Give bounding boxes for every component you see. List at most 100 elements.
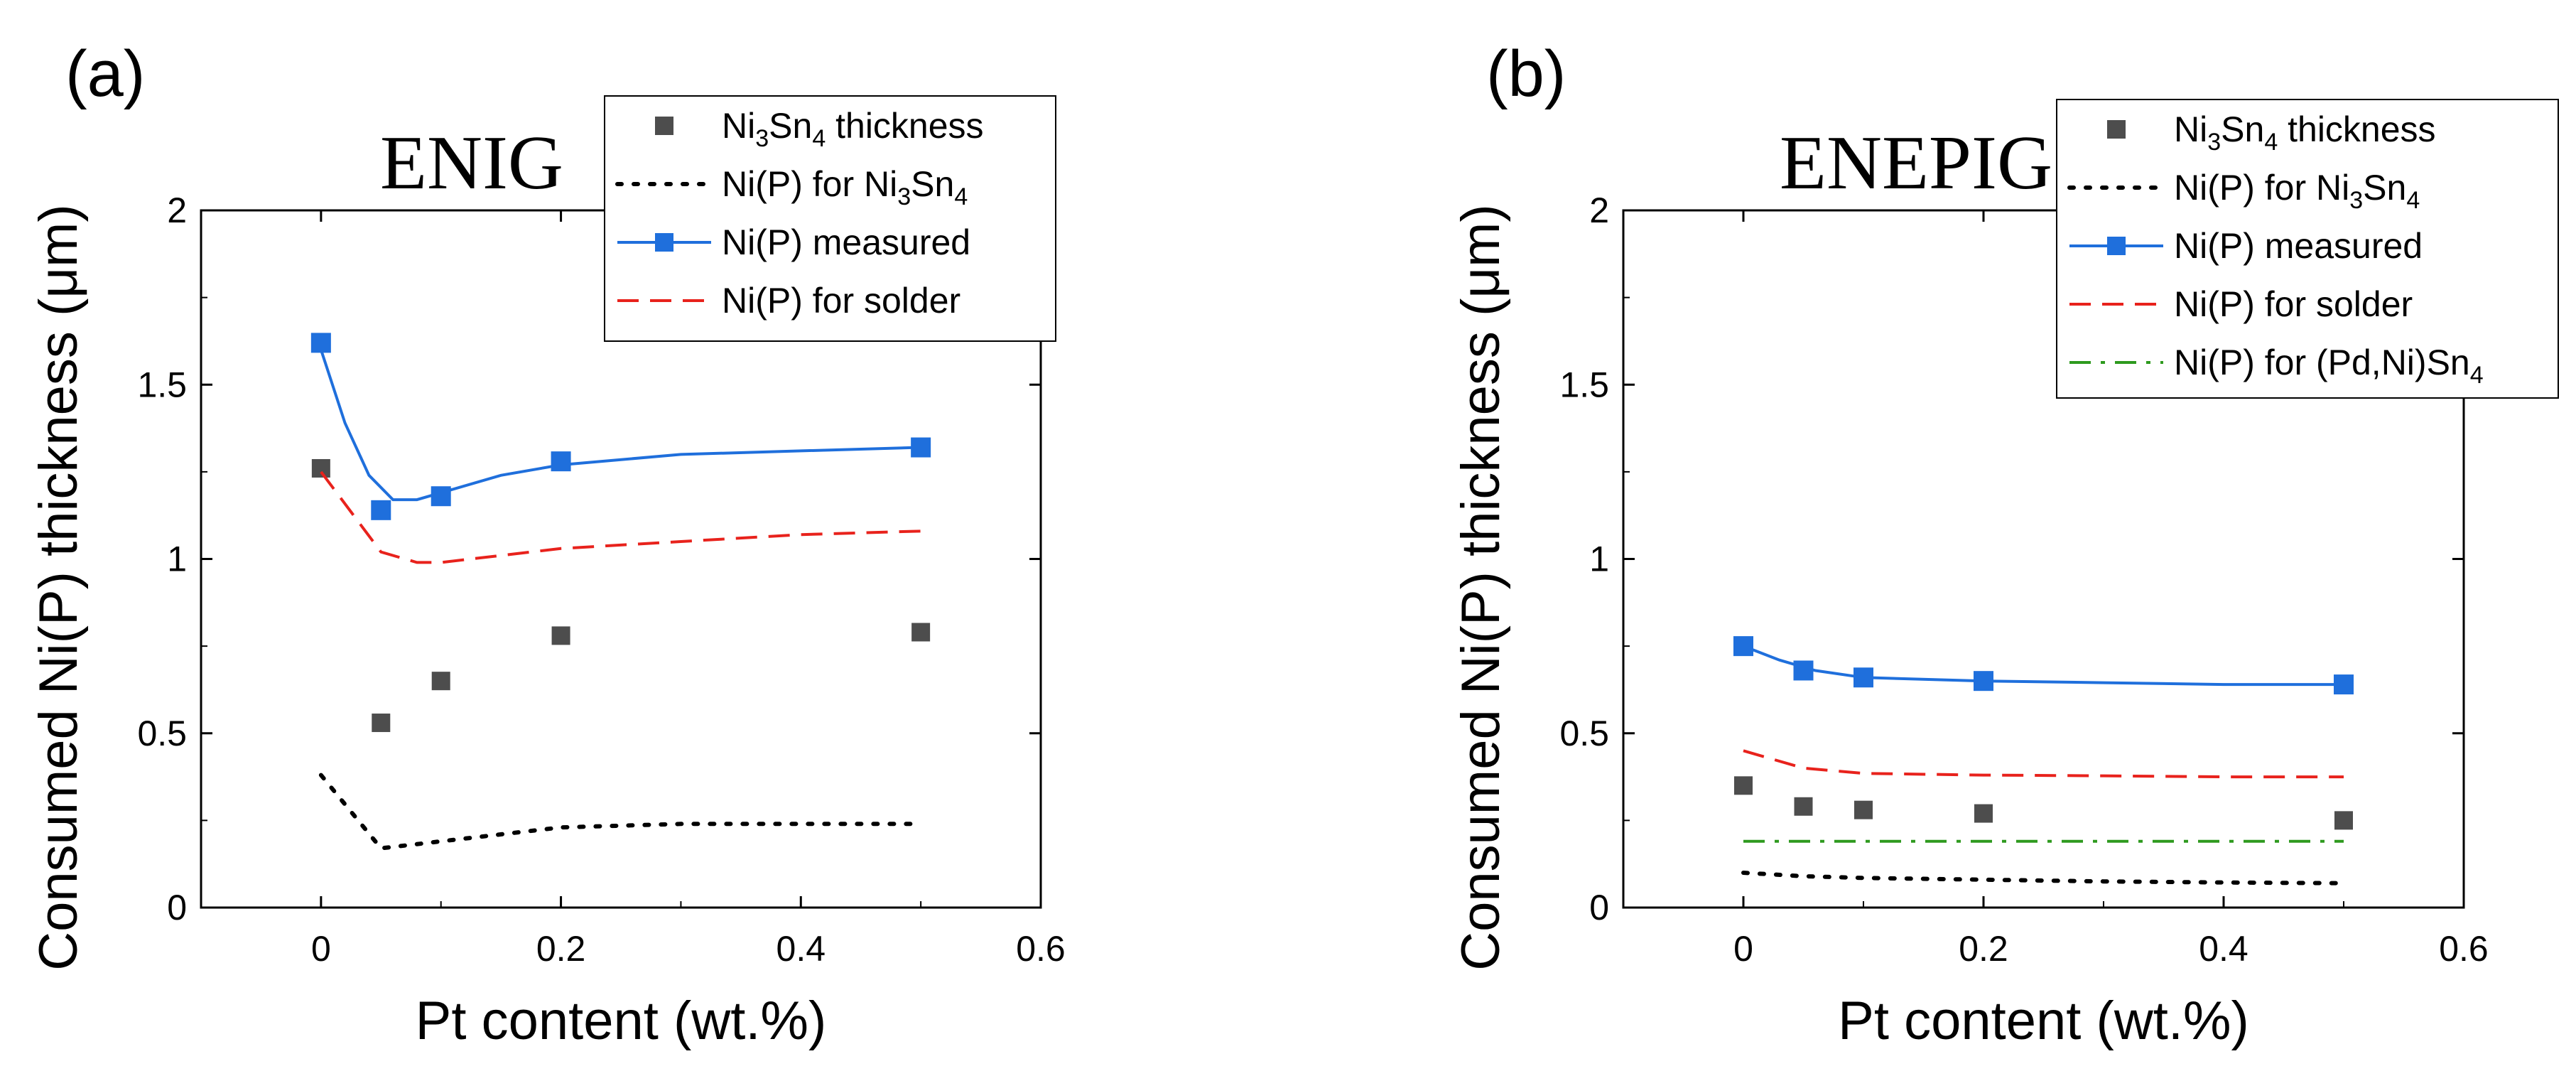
series-nip-solder	[1743, 749, 2344, 779]
legend-label-main: Ni(P) for Ni	[2174, 168, 2349, 208]
data-point	[1734, 776, 1753, 795]
series-ni3sn4	[1734, 776, 2353, 830]
legend-label-subscript: 3	[755, 125, 769, 152]
y-tick-label: 1	[1589, 539, 1609, 579]
legend-swatch	[655, 117, 673, 135]
x-tick-label: 0.2	[536, 929, 586, 969]
legend-label-subscript: 4	[2470, 362, 2484, 389]
legend-label-subscript: 4	[2264, 129, 2278, 156]
x-tick-label: 0	[311, 929, 331, 969]
legend-label-subscript: 3	[2349, 187, 2363, 214]
series-nip-ni3sn4	[318, 773, 924, 851]
data-point	[431, 486, 451, 507]
y-tick-label: 0	[167, 888, 187, 927]
data-point	[1854, 800, 1873, 819]
y-axis-title: Consumed Ni(P) thickness (μm)	[28, 204, 89, 970]
legend-item: Ni(P) for Ni3Sn4	[2067, 168, 2420, 214]
chart-panel-b: (b) ENEPIG 0 0.2 0.4 0.6 0 0.5 1 1.5 2 Pt content (…	[1451, 38, 2559, 1051]
data-point	[310, 333, 331, 353]
series-nip-solder	[320, 470, 921, 564]
series-line	[320, 470, 921, 564]
legend-swatch	[655, 233, 673, 252]
legend-label-subscript: 4	[954, 183, 968, 210]
legend-label-main: Ni(P) for (Pd,Ni)Sn	[2174, 343, 2470, 382]
legend-label-main: Ni	[722, 106, 755, 146]
legend-label: Ni(P) for solder	[2174, 284, 2413, 324]
series-nip-measured	[310, 333, 931, 520]
series-line	[1743, 645, 2344, 687]
legend-label-mid: Sn	[911, 164, 954, 204]
legend-item: Ni(P) for (Pd,Ni)Sn4	[2069, 343, 2484, 389]
series-line	[318, 773, 924, 851]
legend-label-subscript: 4	[2406, 187, 2420, 214]
data-point	[372, 714, 391, 733]
data-point	[311, 458, 330, 478]
series-nip-ni3sn4	[1741, 871, 2346, 886]
x-axis-title: Pt content (wt.%)	[1838, 991, 2249, 1051]
legend-item: Ni(P) for solder	[617, 281, 960, 321]
legend-label-mid: Sn	[2221, 109, 2264, 149]
data-point	[431, 672, 450, 691]
legend-item: Ni(P) measured	[2069, 226, 2423, 266]
data-point	[551, 451, 571, 472]
legend-label: Ni(P) measured	[2174, 226, 2423, 266]
y-tick-label: 0.5	[137, 714, 187, 753]
data-point	[1733, 636, 1753, 657]
data-point	[911, 437, 931, 458]
x-axis-title: Pt content (wt.%)	[416, 991, 827, 1051]
legend-label-main: Ni(P) measured	[2174, 226, 2423, 266]
legend-label-mid: Sn	[2363, 168, 2406, 208]
legend-label: Ni3Sn4 thickness	[722, 106, 984, 152]
legend-label-mid: Sn	[769, 106, 812, 146]
legend-label: Ni(P) for Ni3Sn4	[2174, 168, 2420, 214]
chart-title: ENIG	[380, 121, 563, 205]
legend-label-subscript: 4	[812, 125, 826, 152]
panel-label: (b)	[1486, 38, 1566, 110]
series-ni3sn4	[311, 458, 931, 733]
series-line	[1743, 749, 2344, 779]
legend-label-end: thickness	[2278, 109, 2435, 149]
legend-item: Ni3Sn4 thickness	[655, 106, 984, 152]
chart-panel-a: (a) ENIG 0 0.2 0.4 0.6 0 0.5 1 1.5 2 Pt content (wt…	[28, 38, 1066, 1051]
legend-label: Ni(P) for solder	[722, 281, 960, 321]
legend-swatch	[2107, 237, 2126, 255]
x-tick-label: 0.2	[1959, 929, 2008, 969]
chart-title: ENEPIG	[1780, 121, 2052, 205]
legend-label-end: thickness	[826, 106, 983, 146]
legend-label-main: Ni(P) measured	[722, 222, 970, 262]
series-line	[1741, 871, 2346, 886]
data-point	[2334, 674, 2354, 695]
y-tick-label: 1	[167, 539, 187, 579]
legend-label-main: Ni(P) for solder	[2174, 284, 2413, 324]
legend-item: Ni(P) measured	[617, 222, 970, 262]
legend-label-main: Ni	[2174, 109, 2207, 149]
y-tick-label: 1.5	[1559, 365, 1609, 404]
legend-box	[604, 95, 1056, 342]
x-tick-label: 0	[1733, 929, 1753, 969]
series-line	[319, 349, 921, 502]
data-point	[911, 623, 931, 642]
data-point	[371, 500, 391, 520]
x-tick-label: 0.6	[2439, 929, 2489, 969]
data-point	[1974, 671, 1993, 692]
legend-swatch	[2107, 120, 2126, 139]
data-point	[551, 626, 570, 645]
x-tick-label: 0.4	[776, 929, 826, 969]
legend-box	[2056, 99, 2559, 399]
panel-label: (a)	[65, 38, 145, 110]
legend-item: Ni(P) for solder	[2069, 284, 2413, 324]
data-point	[1793, 660, 1814, 681]
legend-item: Ni(P) for Ni3Sn4	[615, 164, 968, 210]
legend-label: Ni(P) for (Pd,Ni)Sn4	[2174, 343, 2484, 389]
y-tick-label: 2	[167, 190, 187, 230]
data-point	[2334, 811, 2353, 830]
legend-label: Ni(P) measured	[722, 222, 970, 262]
legend-label: Ni(P) for Ni3Sn4	[722, 164, 968, 210]
legend-label-subscript: 3	[897, 183, 911, 210]
y-tick-label: 2	[1589, 190, 1609, 230]
legend-label-main: Ni(P) for Ni	[722, 164, 897, 204]
legend-label-main: Ni(P) for solder	[722, 281, 960, 321]
